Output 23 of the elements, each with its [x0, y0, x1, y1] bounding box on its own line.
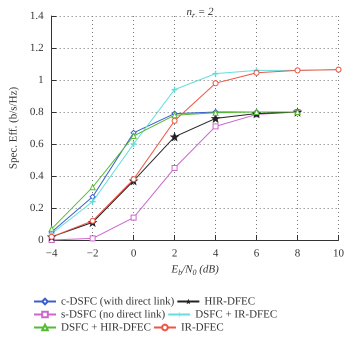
x-tick-label: 4 — [212, 248, 219, 260]
legend-label: c-DSFC (with direct link) — [61, 296, 175, 308]
legend-label: DSFC + IR-DFEC — [195, 308, 278, 320]
x-tick-label: 10 — [333, 248, 344, 260]
y-tick-label: 1 — [38, 74, 44, 86]
x-tick-label: 2 — [172, 248, 178, 260]
legend-label: DSFC + HIR-DFEC — [61, 322, 151, 334]
x-tick-label: 0 — [130, 248, 137, 260]
y-tick-label: 0.4 — [30, 170, 44, 182]
x-tick-label: −4 — [46, 248, 58, 260]
x-tick-label: 8 — [294, 248, 301, 260]
y-tick-label: 1.2 — [30, 42, 44, 54]
y-tick-label: 1.4 — [30, 10, 44, 22]
y-tick-label: 0 — [38, 234, 44, 246]
legend-label: s-DSFC (no direct link) — [61, 308, 166, 320]
legend-label: IR-DFEC — [180, 322, 224, 334]
y-tick-label: 0.6 — [30, 138, 44, 150]
legend-label: HIR-DFEC — [204, 296, 256, 308]
x-tick-label: 6 — [254, 248, 260, 260]
y-tick-label: 0.8 — [30, 106, 44, 118]
x-tick-label: −2 — [86, 248, 98, 260]
y-axis-title: Spec. Eff. (b/s/Hz) — [8, 86, 20, 170]
y-tick-label: 0.2 — [30, 202, 44, 214]
